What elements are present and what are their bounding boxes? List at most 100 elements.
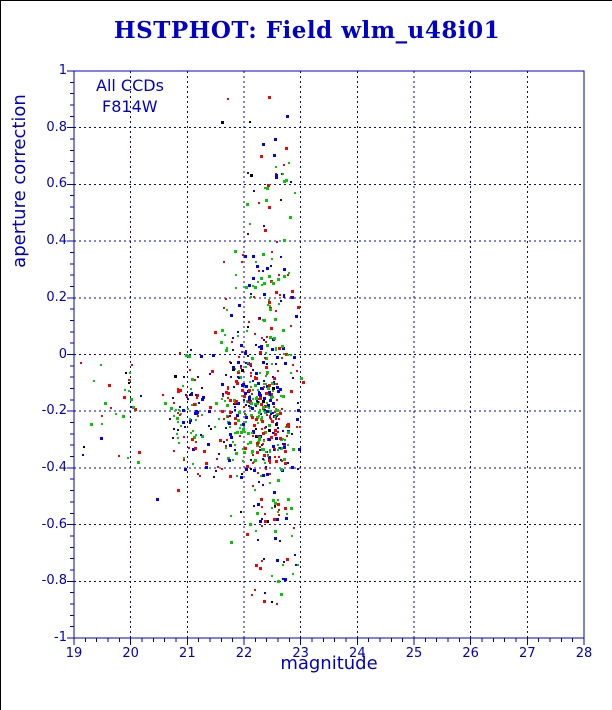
data-point bbox=[266, 473, 269, 476]
data-point bbox=[261, 284, 263, 286]
data-point bbox=[243, 395, 246, 398]
data-point bbox=[298, 448, 301, 451]
data-point bbox=[231, 341, 233, 343]
data-point bbox=[255, 418, 258, 421]
data-point bbox=[250, 293, 252, 295]
data-point bbox=[278, 418, 280, 420]
data-point bbox=[275, 460, 278, 463]
data-point bbox=[275, 437, 278, 440]
data-point bbox=[247, 233, 249, 235]
data-point bbox=[252, 430, 255, 433]
data-point bbox=[238, 411, 241, 414]
data-point bbox=[264, 520, 267, 523]
data-point bbox=[245, 404, 247, 406]
data-point bbox=[269, 482, 271, 484]
data-point bbox=[275, 408, 277, 410]
data-point bbox=[226, 309, 228, 311]
data-point bbox=[265, 341, 267, 343]
data-point bbox=[241, 473, 243, 475]
data-point bbox=[192, 463, 194, 465]
data-point bbox=[238, 370, 240, 372]
data-point bbox=[129, 372, 131, 374]
data-point bbox=[190, 349, 192, 351]
data-point bbox=[264, 513, 266, 515]
data-point bbox=[232, 441, 234, 443]
data-point bbox=[177, 489, 180, 492]
data-point bbox=[268, 391, 271, 394]
data-point bbox=[291, 296, 294, 299]
data-point bbox=[172, 397, 174, 399]
data-point bbox=[245, 286, 248, 289]
data-point bbox=[191, 378, 194, 381]
data-point bbox=[229, 411, 232, 414]
data-point bbox=[297, 402, 299, 404]
data-point bbox=[273, 491, 276, 494]
data-point bbox=[234, 406, 236, 408]
data-point bbox=[264, 592, 266, 594]
data-point bbox=[253, 469, 256, 472]
data-point bbox=[268, 456, 271, 459]
data-point bbox=[262, 474, 265, 477]
data-point bbox=[264, 405, 267, 408]
data-point bbox=[234, 250, 237, 253]
data-point bbox=[244, 255, 247, 258]
data-point bbox=[256, 512, 259, 515]
data-point bbox=[286, 513, 288, 515]
data-point bbox=[256, 402, 259, 405]
data-point bbox=[257, 382, 260, 385]
data-point bbox=[230, 515, 232, 517]
data-point bbox=[279, 388, 282, 391]
data-point bbox=[205, 466, 208, 469]
data-point bbox=[225, 374, 227, 376]
data-point bbox=[261, 337, 263, 339]
data-point bbox=[245, 416, 248, 419]
data-point bbox=[221, 383, 224, 386]
data-point bbox=[268, 275, 271, 278]
data-point bbox=[277, 444, 279, 446]
annotation-filter-f814w: F814W bbox=[102, 97, 158, 116]
data-point bbox=[275, 349, 277, 351]
data-point bbox=[173, 402, 175, 404]
data-point bbox=[271, 258, 273, 260]
data-point bbox=[272, 390, 274, 392]
data-point bbox=[277, 479, 280, 482]
data-point bbox=[277, 431, 279, 433]
data-point bbox=[257, 281, 259, 283]
data-point bbox=[277, 580, 280, 583]
data-point bbox=[268, 96, 271, 99]
data-point bbox=[258, 398, 260, 400]
data-point bbox=[290, 354, 292, 356]
data-point bbox=[269, 240, 271, 242]
data-point bbox=[271, 420, 274, 423]
data-point bbox=[266, 406, 268, 408]
data-point bbox=[285, 353, 288, 356]
data-point bbox=[258, 270, 260, 272]
data-point bbox=[128, 382, 130, 384]
data-point bbox=[290, 372, 292, 374]
data-point bbox=[272, 499, 275, 502]
data-point bbox=[259, 397, 262, 400]
data-point bbox=[277, 449, 279, 451]
data-point bbox=[208, 425, 210, 427]
data-point bbox=[189, 418, 191, 420]
data-point bbox=[270, 418, 272, 420]
data-point bbox=[244, 447, 247, 450]
data-point bbox=[283, 458, 286, 461]
data-point bbox=[240, 344, 243, 347]
data-point bbox=[210, 428, 212, 430]
data-point bbox=[239, 427, 241, 429]
data-point bbox=[275, 291, 278, 294]
data-point bbox=[225, 427, 227, 429]
data-point bbox=[263, 282, 266, 285]
data-point bbox=[287, 431, 290, 434]
data-point bbox=[130, 398, 133, 401]
data-point bbox=[246, 533, 249, 536]
data-point bbox=[227, 392, 230, 395]
data-point bbox=[232, 349, 234, 351]
data-point bbox=[279, 447, 281, 449]
data-point bbox=[138, 451, 141, 454]
data-point bbox=[233, 399, 236, 402]
data-point bbox=[201, 398, 204, 401]
y-tick-label: -0.2 bbox=[41, 403, 67, 419]
x-tick-label: 27 bbox=[519, 646, 536, 661]
